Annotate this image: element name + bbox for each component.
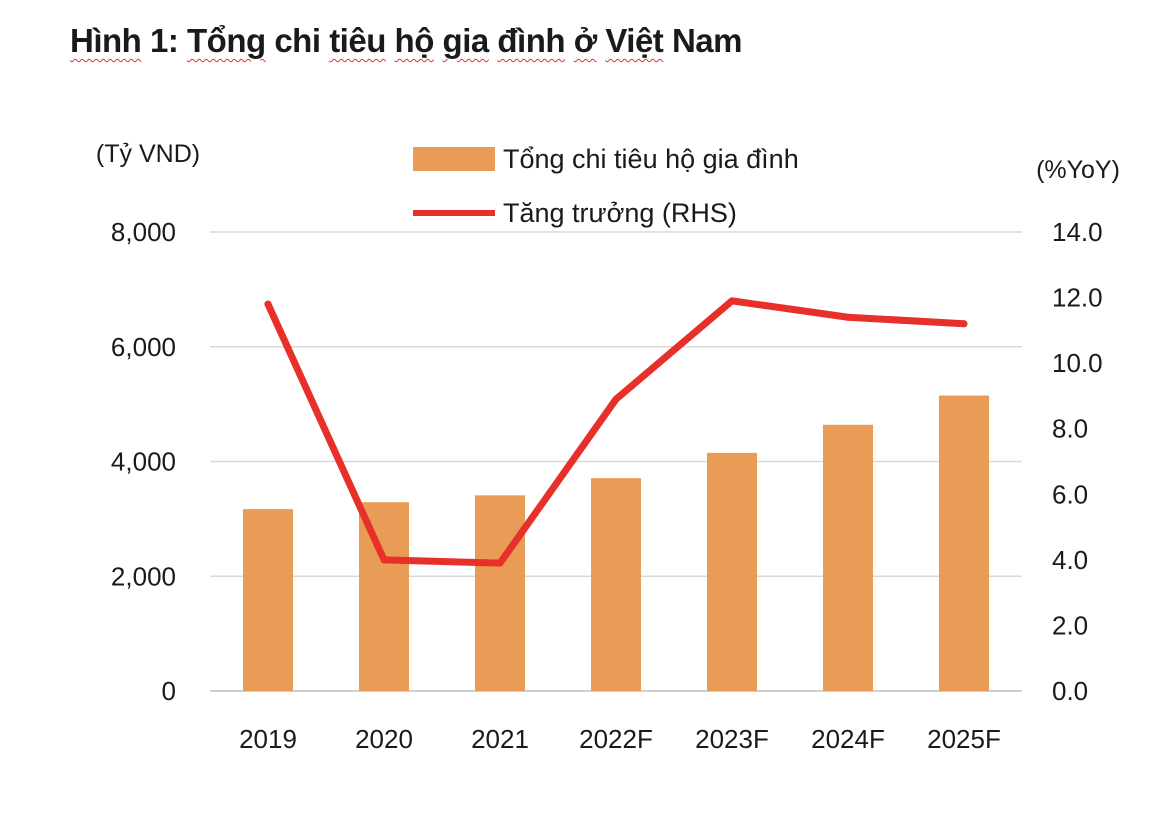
right-tick-label: 6.0	[1052, 479, 1088, 509]
x-tick-label: 2020	[355, 724, 413, 754]
left-tick-label: 0	[162, 676, 176, 706]
right-axis-ticks: 0.0 2.0 4.0 6.0 8.0 10.0 12.0 14.0	[1052, 217, 1103, 706]
x-tick-label: 2022F	[579, 724, 653, 754]
line-point	[612, 395, 620, 403]
line-point	[728, 297, 736, 305]
bar	[243, 509, 293, 691]
left-axis-unit: (Tỷ VND)	[96, 140, 200, 168]
line-point	[844, 313, 852, 321]
left-tick-label: 2,000	[111, 561, 176, 591]
title-word: ở	[573, 22, 597, 59]
chart-title: Hình 1: Tổng chi tiêu hộ gia đình ở Việt…	[70, 22, 742, 60]
right-tick-label: 2.0	[1052, 610, 1088, 640]
title-word: chi	[265, 22, 330, 59]
title-word: tiêu	[329, 22, 386, 59]
bar-series	[243, 395, 989, 691]
x-tick-label: 2019	[239, 724, 297, 754]
bar	[939, 395, 989, 691]
title-word: 1:	[141, 22, 188, 59]
line-series	[264, 297, 968, 567]
left-tick-label: 4,000	[111, 447, 176, 477]
line-point	[264, 300, 272, 308]
right-tick-label: 4.0	[1052, 545, 1088, 575]
right-tick-label: 12.0	[1052, 283, 1103, 313]
right-axis-unit: (%YoY)	[1036, 156, 1120, 184]
left-tick-label: 8,000	[111, 217, 176, 247]
bar	[707, 452, 757, 691]
title-word: Hình	[70, 22, 142, 59]
x-tick-label: 2025F	[927, 724, 1001, 754]
line-point	[380, 556, 388, 564]
bar	[591, 478, 641, 691]
x-tick-label: 2023F	[695, 724, 769, 754]
right-tick-label: 8.0	[1052, 414, 1088, 444]
title-word: hộ	[394, 22, 435, 59]
title-word: Nam	[663, 22, 743, 59]
x-tick-label: 2021	[471, 724, 529, 754]
title-word: Tổng	[187, 22, 266, 59]
bar	[823, 424, 873, 691]
legend-bar-label: Tổng chi tiêu hộ gia đình	[503, 144, 799, 174]
legend: Tổng chi tiêu hộ gia đình Tăng trưởng (R…	[413, 144, 799, 228]
title-word: gia	[442, 22, 490, 59]
title-word: Việt	[605, 22, 664, 59]
right-tick-label: 0.0	[1052, 676, 1088, 706]
right-tick-label: 10.0	[1052, 348, 1103, 378]
legend-bar-swatch	[413, 147, 495, 171]
x-axis-ticks: 2019 2020 2021 2022F 2023F 2024F 2025F	[239, 724, 1001, 754]
right-tick-label: 14.0	[1052, 217, 1103, 247]
bar	[359, 502, 409, 691]
title-word: đình	[497, 22, 566, 59]
line-point	[496, 559, 504, 567]
left-tick-label: 6,000	[111, 332, 176, 362]
bar	[475, 495, 525, 691]
left-axis-ticks: 0 2,000 4,000 6,000 8,000	[111, 217, 176, 706]
legend-line-label: Tăng trưởng (RHS)	[503, 198, 737, 228]
line-point	[960, 320, 968, 328]
x-tick-label: 2024F	[811, 724, 885, 754]
